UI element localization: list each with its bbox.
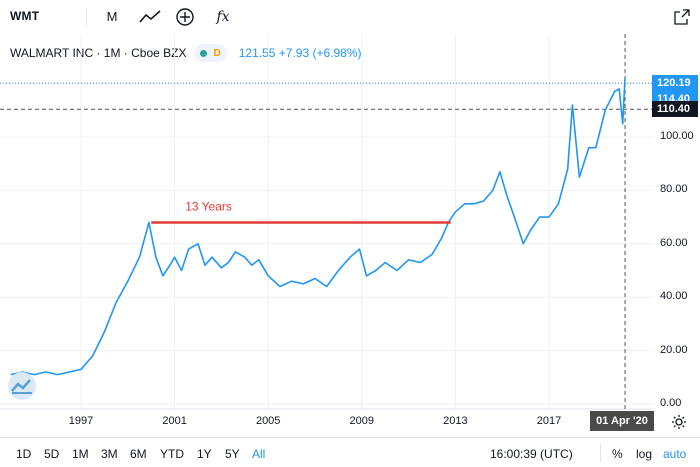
line-chart-icon[interactable] — [136, 5, 164, 29]
range-button-5y[interactable]: 5Y — [225, 447, 240, 461]
range-button-5d[interactable]: 5D — [44, 447, 60, 461]
y-tick-label: 0.00 — [660, 397, 682, 409]
range-button-6m[interactable]: 6M — [130, 447, 147, 461]
x-tick-label: 2005 — [255, 415, 281, 427]
utc-clock[interactable]: 16:00:39 (UTC) — [490, 447, 573, 461]
price-chart[interactable]: 13 Years — [0, 34, 652, 410]
crosshair-date-tag: 01 Apr '20 — [590, 411, 654, 431]
range-button-3m[interactable]: 3M — [101, 447, 118, 461]
fullscreen-icon[interactable] — [670, 5, 694, 29]
range-button-1d[interactable]: 1D — [16, 447, 32, 461]
settings-gear-icon[interactable] — [671, 414, 687, 435]
status-letter: D — [213, 47, 221, 59]
market-status-dot — [200, 49, 208, 57]
percent-toggle[interactable]: % — [612, 447, 623, 461]
top-toolbar: WMT M fx — [0, 0, 700, 34]
toolbar-divider — [86, 8, 87, 26]
y-tick-label: 100.00 — [660, 130, 694, 142]
market-status-pill[interactable]: D — [194, 44, 227, 62]
annotation-label: 13 Years — [185, 199, 232, 213]
plus-circle-icon[interactable] — [172, 5, 198, 29]
range-button-1y[interactable]: 1Y — [197, 447, 212, 461]
range-button-1m[interactable]: 1M — [72, 447, 89, 461]
y-tick-label: 60.00 — [660, 236, 688, 249]
y-tick-label: 20.00 — [660, 343, 688, 356]
x-tick-label: 2013 — [443, 415, 468, 427]
range-button-ytd[interactable]: YTD — [160, 447, 184, 461]
symbol-search-button[interactable]: WMT — [10, 9, 40, 23]
fx-icon[interactable]: fx — [216, 9, 230, 25]
price-series-line — [10, 78, 626, 376]
crosshair-price-tag: 110.40 — [652, 101, 698, 118]
tradingview-logo-icon — [8, 372, 36, 400]
x-tick-label: 2001 — [162, 415, 187, 427]
legend-title: WALMART INC · 1M · Cboe BZX — [10, 46, 187, 60]
auto-toggle[interactable]: auto — [663, 447, 687, 461]
interval-button[interactable]: M — [106, 9, 118, 24]
x-tick-label: 2017 — [536, 415, 562, 427]
y-tick-label: 80.00 — [660, 183, 688, 196]
bottom-toolbar: 1D 5D 1M 3M 6M YTD 1Y 5Y All 16:00:39 (UTC) % lo… — [0, 437, 700, 467]
x-tick-label: 2009 — [349, 415, 375, 427]
last-price-tag: 120.19 — [652, 75, 698, 92]
y-tick-label: 40.00 — [660, 290, 688, 303]
bottom-divider — [600, 444, 601, 462]
range-button-all[interactable]: All — [252, 447, 266, 461]
x-tick-label: 1997 — [68, 415, 94, 427]
log-toggle[interactable]: log — [636, 447, 653, 461]
legend-values: 121.55 +7.93 (+6.98%) — [238, 46, 362, 60]
chart-legend: WALMART INC · 1M · Cboe BZX D 121.55 +7.… — [10, 44, 361, 62]
